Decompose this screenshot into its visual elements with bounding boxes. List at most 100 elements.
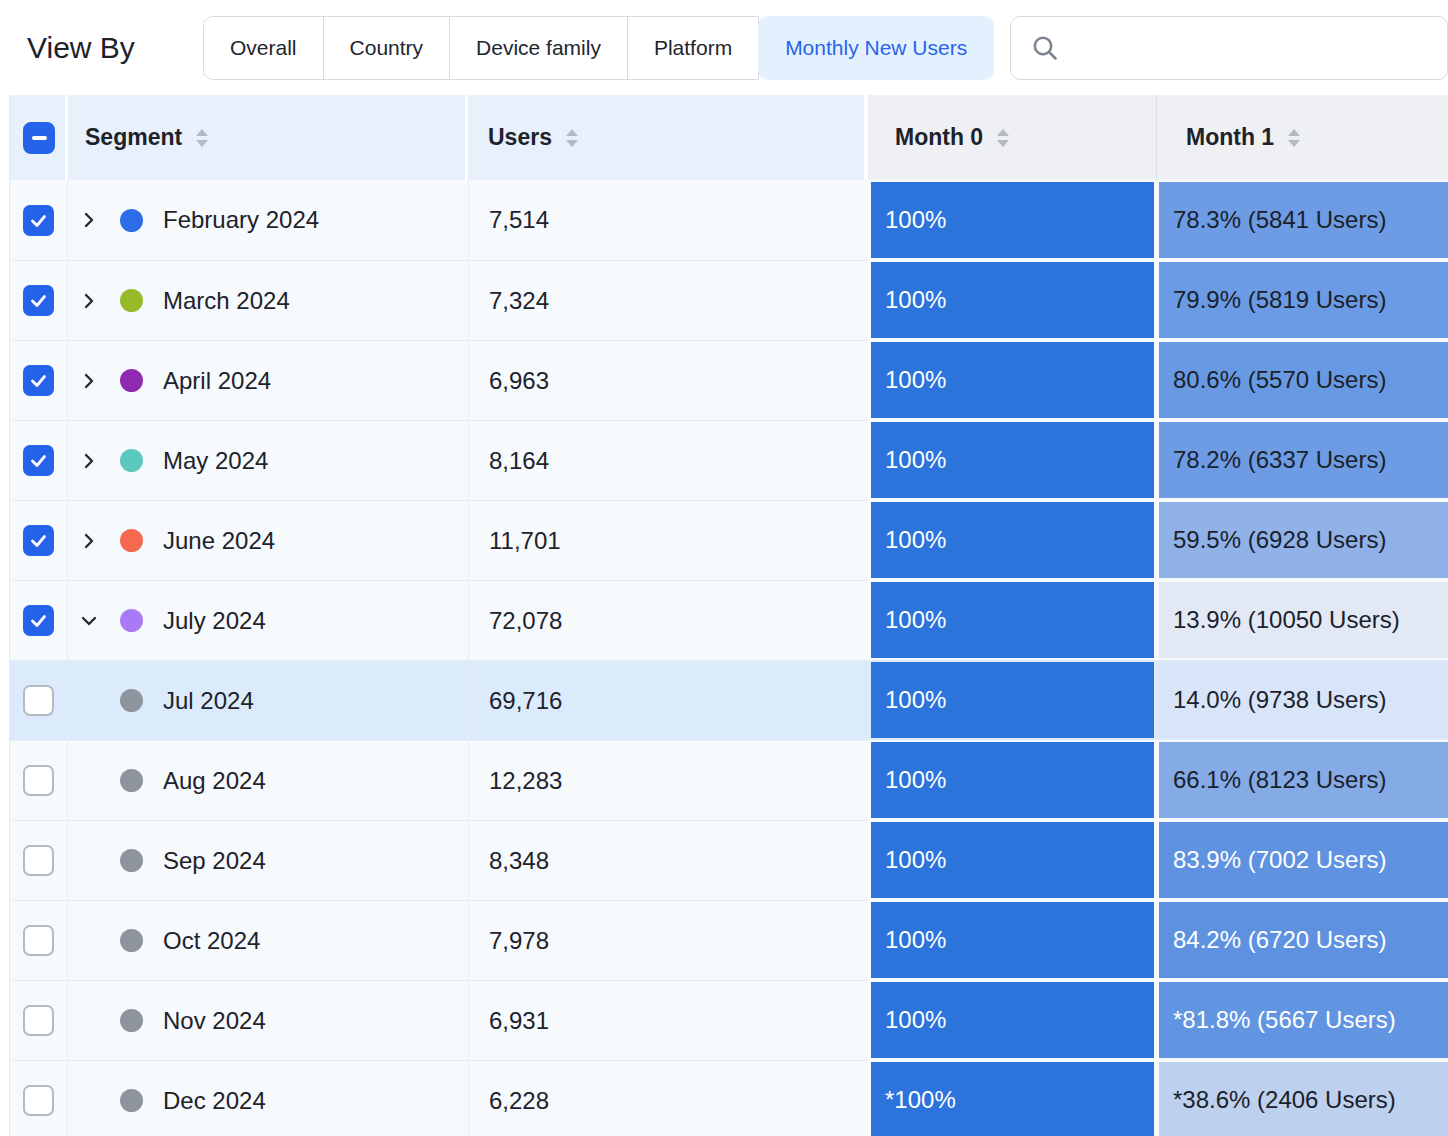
month1-value[interactable]: 66.1% (8123 Users) [1159, 742, 1448, 818]
month1-cell: 13.9% (10050 Users) [1156, 580, 1448, 660]
expand-chevron-icon[interactable] [79, 451, 99, 471]
select-all-cell [10, 95, 68, 180]
table-row[interactable]: April 2024 6,963 100% 80.6% (5570 Users) [10, 340, 1448, 420]
month1-cell: *81.8% (5667 Users) [1156, 980, 1448, 1060]
users-value: 7,324 [489, 287, 549, 315]
search-input[interactable] [1070, 35, 1447, 61]
check-mark-icon [28, 210, 49, 231]
expand-chevron-icon[interactable] [79, 531, 99, 551]
view-by-tab[interactable]: Monthly New Users [758, 16, 994, 80]
row-checkbox[interactable] [23, 605, 54, 636]
segment-label: Aug 2024 [163, 767, 266, 795]
search-box[interactable] [1010, 16, 1448, 80]
month0-value[interactable]: 100% [871, 822, 1154, 898]
users-value: 6,931 [489, 1007, 549, 1035]
month0-value[interactable]: 100% [871, 742, 1154, 818]
users-value: 8,348 [489, 847, 549, 875]
month1-value[interactable]: 80.6% (5570 Users) [1159, 342, 1448, 418]
users-value: 7,514 [489, 206, 549, 234]
month0-value[interactable]: 100% [871, 502, 1154, 578]
row-checkbox[interactable] [23, 685, 54, 716]
row-checkbox[interactable] [23, 205, 54, 236]
month0-value[interactable]: 100% [871, 902, 1154, 978]
expand-chevron-icon[interactable] [79, 611, 99, 631]
month1-cell: 59.5% (6928 Users) [1156, 500, 1448, 580]
view-by-tab[interactable]: Device family [449, 16, 628, 80]
month1-value[interactable]: 78.3% (5841 Users) [1159, 182, 1448, 258]
segment-color-dot [120, 449, 143, 472]
column-header-users[interactable]: Users [468, 95, 868, 180]
segment-label: April 2024 [163, 367, 271, 395]
month0-value[interactable]: 100% [871, 422, 1154, 498]
segment-color-dot [120, 929, 143, 952]
segment-cell: Dec 2024 [68, 1060, 468, 1136]
month0-value[interactable]: 100% [871, 342, 1154, 418]
month1-value[interactable]: *81.8% (5667 Users) [1159, 982, 1448, 1058]
sort-icon[interactable] [196, 129, 208, 147]
month0-value[interactable]: 100% [871, 582, 1154, 658]
select-all-checkbox[interactable] [23, 122, 55, 154]
table-row[interactable]: Jul 2024 69,716 100% 14.0% (9738 Users) [10, 660, 1448, 740]
month0-value[interactable]: 100% [871, 662, 1154, 738]
month1-value[interactable]: 59.5% (6928 Users) [1159, 502, 1448, 578]
segment-color-dot [120, 609, 143, 632]
month0-cell: 100% [868, 340, 1156, 420]
row-checkbox[interactable] [23, 925, 54, 956]
table-row[interactable]: June 2024 11,701 100% 59.5% (6928 Users) [10, 500, 1448, 580]
month1-value[interactable]: 83.9% (7002 Users) [1159, 822, 1448, 898]
table-body: February 2024 7,514 100% 78.3% (5841 Use… [10, 180, 1448, 1136]
month1-value[interactable]: *38.6% (2406 Users) [1159, 1062, 1448, 1136]
column-header-month0[interactable]: Month 0 [868, 95, 1156, 180]
column-header-month1[interactable]: Month 1 [1156, 95, 1448, 180]
expand-chevron-icon[interactable] [79, 291, 99, 311]
row-checkbox[interactable] [23, 765, 54, 796]
table-row[interactable]: Aug 2024 12,283 100% 66.1% (8123 Users) [10, 740, 1448, 820]
table-row[interactable]: May 2024 8,164 100% 78.2% (6337 Users) [10, 420, 1448, 500]
month1-value[interactable]: 78.2% (6337 Users) [1159, 422, 1448, 498]
table-row[interactable]: February 2024 7,514 100% 78.3% (5841 Use… [10, 180, 1448, 260]
month0-cell: 100% [868, 260, 1156, 340]
search-icon [1030, 33, 1060, 63]
month0-value[interactable]: 100% [871, 262, 1154, 338]
table-row[interactable]: July 2024 72,078 100% 13.9% (10050 Users… [10, 580, 1448, 660]
table-row[interactable]: Sep 2024 8,348 100% 83.9% (7002 Users) [10, 820, 1448, 900]
month1-cell: 78.2% (6337 Users) [1156, 420, 1448, 500]
indeterminate-mark-icon [32, 136, 47, 140]
month0-value[interactable]: 100% [871, 182, 1154, 258]
sort-icon[interactable] [1288, 129, 1300, 147]
month1-value[interactable]: 79.9% (5819 Users) [1159, 262, 1448, 338]
table-row[interactable]: Oct 2024 7,978 100% 84.2% (6720 Users) [10, 900, 1448, 980]
row-checkbox[interactable] [23, 445, 54, 476]
view-by-tab[interactable]: Platform [627, 16, 759, 80]
column-header-segment[interactable]: Segment [68, 95, 468, 180]
row-checkbox[interactable] [23, 845, 54, 876]
month0-cell: *100% [868, 1060, 1156, 1136]
expand-chevron-icon[interactable] [79, 210, 99, 230]
row-checkbox[interactable] [23, 1005, 54, 1036]
sort-icon[interactable] [997, 129, 1009, 147]
sort-icon[interactable] [566, 129, 578, 147]
row-checkbox[interactable] [23, 365, 54, 396]
table-row[interactable]: Dec 2024 6,228 *100% *38.6% (2406 Users) [10, 1060, 1448, 1136]
month1-value[interactable]: 13.9% (10050 Users) [1159, 582, 1448, 658]
row-checkbox[interactable] [23, 285, 54, 316]
month0-value[interactable]: *100% [871, 1062, 1154, 1136]
month1-value[interactable]: 14.0% (9738 Users) [1159, 662, 1448, 738]
month0-value[interactable]: 100% [871, 982, 1154, 1058]
table-row[interactable]: March 2024 7,324 100% 79.9% (5819 Users) [10, 260, 1448, 340]
row-checkbox-cell [10, 980, 68, 1060]
month0-cell: 100% [868, 900, 1156, 980]
row-checkbox[interactable] [23, 1085, 54, 1116]
table-row[interactable]: Nov 2024 6,931 100% *81.8% (5667 Users) [10, 980, 1448, 1060]
users-value: 6,963 [489, 367, 549, 395]
column-header-label: Month 1 [1186, 124, 1274, 151]
view-by-tab[interactable]: Overall [203, 16, 324, 80]
expand-chevron-icon[interactable] [79, 371, 99, 391]
segment-label: February 2024 [163, 206, 319, 234]
month1-cell: 80.6% (5570 Users) [1156, 340, 1448, 420]
check-mark-icon [28, 290, 49, 311]
month1-value[interactable]: 84.2% (6720 Users) [1159, 902, 1448, 978]
row-checkbox[interactable] [23, 525, 54, 556]
view-by-tab[interactable]: Country [323, 16, 451, 80]
users-value: 69,716 [489, 687, 562, 715]
